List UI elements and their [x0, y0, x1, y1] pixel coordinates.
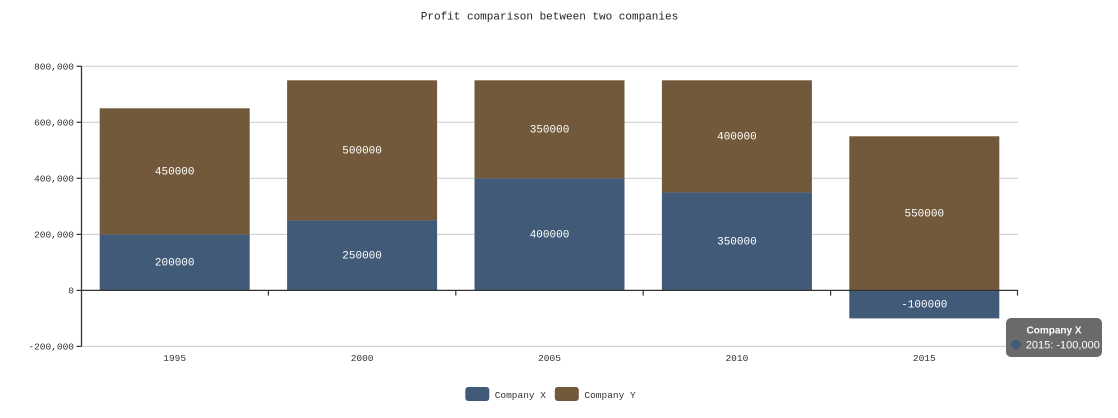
svg-text:200000: 200000 [155, 258, 195, 270]
svg-text:-200,000: -200,000 [28, 342, 74, 353]
svg-text:2010: 2010 [725, 353, 748, 364]
svg-text:Company X: Company X [495, 390, 547, 401]
svg-text:Company X: Company X [1026, 325, 1081, 336]
svg-text:450000: 450000 [155, 167, 195, 179]
svg-text:2015: 2015 [913, 353, 936, 364]
svg-text:400,000: 400,000 [34, 174, 74, 185]
svg-text:600,000: 600,000 [34, 118, 74, 129]
svg-text:800,000: 800,000 [34, 62, 74, 73]
svg-text:Profit comparison between two: Profit comparison between two companies [421, 12, 678, 24]
svg-text:1995: 1995 [163, 353, 186, 364]
svg-text:500000: 500000 [342, 146, 382, 158]
svg-text:2000: 2000 [351, 353, 374, 364]
svg-text:Company Y: Company Y [584, 390, 636, 401]
svg-text:2005: 2005 [538, 353, 561, 364]
svg-text:400000: 400000 [717, 132, 757, 144]
svg-text:350000: 350000 [717, 237, 757, 249]
svg-text:250000: 250000 [342, 251, 382, 263]
svg-text:200,000: 200,000 [34, 230, 74, 241]
svg-text:-100000: -100000 [901, 300, 947, 312]
svg-text:400000: 400000 [530, 230, 570, 242]
svg-text:2015: -100,000: 2015: -100,000 [1026, 340, 1100, 352]
svg-text:350000: 350000 [530, 125, 570, 137]
svg-text:550000: 550000 [904, 209, 944, 221]
svg-text:0: 0 [68, 286, 74, 297]
